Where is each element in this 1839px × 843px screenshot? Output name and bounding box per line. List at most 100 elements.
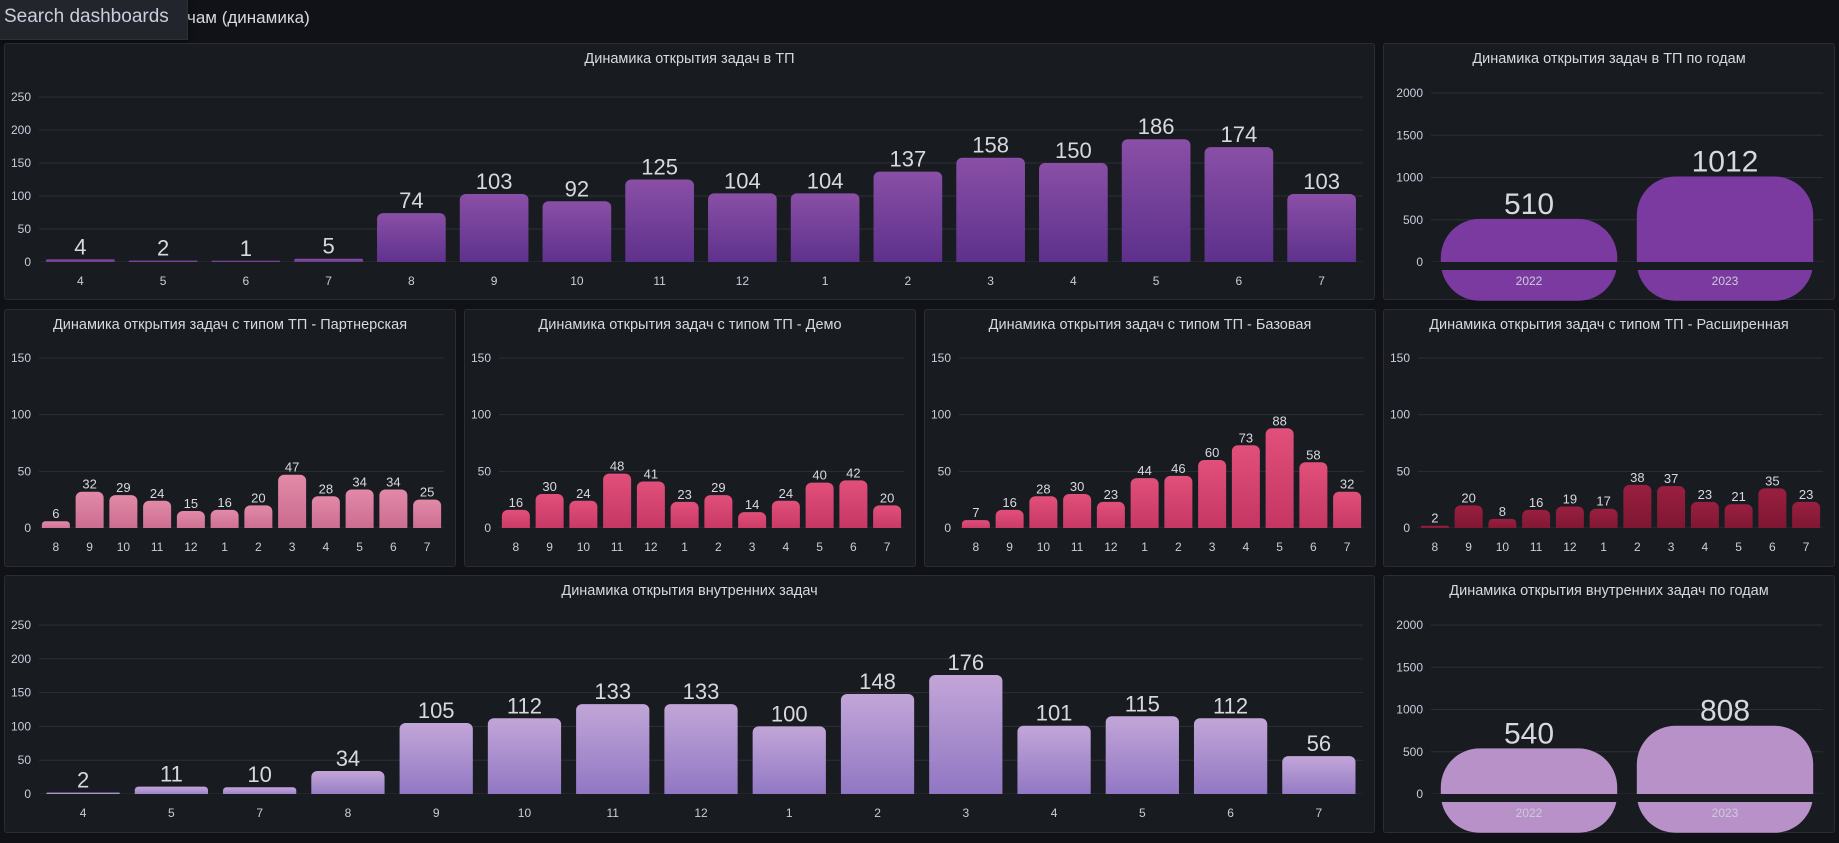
panel-tp-extended[interactable]: Динамика открытия задач с типом ТП - Рас…: [1383, 309, 1835, 567]
bar[interactable]: [311, 771, 385, 800]
bar[interactable]: [1657, 486, 1686, 534]
bar[interactable]: [459, 194, 529, 268]
bar[interactable]: [278, 474, 307, 534]
bar[interactable]: [1282, 756, 1356, 800]
x-tick-label: 10: [570, 274, 584, 288]
y-tick-label: 50: [1397, 464, 1411, 478]
panel-tp-basic[interactable]: Динамика открытия задач с типом ТП - Баз…: [924, 309, 1376, 567]
bar[interactable]: [1017, 725, 1091, 800]
data-label: 540: [1504, 717, 1554, 750]
x-tick-label: 6: [243, 274, 250, 288]
data-label: 30: [542, 479, 556, 494]
bar[interactable]: [1287, 194, 1356, 268]
bar[interactable]: [1265, 428, 1294, 534]
bar[interactable]: [1204, 147, 1274, 268]
bar[interactable]: [75, 491, 104, 534]
y-tick-label: 1500: [1396, 660, 1423, 674]
bar[interactable]: [636, 481, 665, 534]
panel-internal-by-year[interactable]: Динамика открытия внутренних задач по го…: [1383, 575, 1835, 833]
bar[interactable]: [670, 501, 699, 534]
bar[interactable]: [1724, 504, 1753, 534]
bar[interactable]: [1792, 501, 1821, 534]
bar[interactable]: [603, 473, 632, 534]
bar[interactable]: [1522, 509, 1551, 534]
bar[interactable]: [109, 495, 138, 534]
y-tick-label: 0: [1416, 255, 1423, 269]
y-tick-label: 100: [11, 189, 31, 203]
bar[interactable]: [1130, 478, 1159, 534]
bar[interactable]: [840, 693, 915, 800]
bar[interactable]: [873, 505, 902, 534]
data-label: 11: [160, 762, 183, 787]
x-tick-label: 10: [1496, 540, 1510, 554]
bar[interactable]: [1039, 163, 1108, 268]
bar[interactable]: [1333, 491, 1362, 534]
bar[interactable]: [379, 489, 408, 534]
bar[interactable]: [345, 489, 374, 534]
bar[interactable]: [790, 193, 860, 268]
bar[interactable]: [1690, 501, 1719, 534]
panel-tp-dynamics[interactable]: Динамика открытия задач в ТП 0 50 100 150 20…: [4, 43, 1375, 300]
bar[interactable]: [1454, 505, 1483, 534]
bar[interactable]: [535, 494, 564, 534]
y-tick-label: 0: [484, 521, 491, 535]
x-tick-label: 3: [1209, 540, 1216, 554]
bar[interactable]: [576, 704, 650, 800]
bar[interactable]: [1164, 475, 1193, 534]
data-label: 103: [476, 169, 513, 194]
bar[interactable]: [210, 509, 239, 534]
bar[interactable]: [1758, 488, 1787, 534]
bar[interactable]: [664, 704, 738, 800]
bar[interactable]: [413, 499, 442, 534]
data-label: 176: [947, 650, 984, 675]
panel-tp-by-year[interactable]: Динамика открытия задач в ТП по годам 0 5…: [1383, 43, 1835, 301]
bar[interactable]: [704, 495, 733, 534]
search-dashboards-button[interactable]: Search dashboards: [0, 0, 188, 40]
x-tick-label: 5: [816, 540, 823, 554]
bar[interactable]: [1589, 508, 1618, 534]
bar[interactable]: [929, 675, 1003, 800]
bar[interactable]: [143, 500, 172, 534]
panel-tp-partner[interactable]: Динамика открытия задач с типом ТП - Пар…: [4, 309, 456, 567]
bar[interactable]: [752, 726, 826, 800]
bar[interactable]: [1096, 501, 1125, 534]
bar[interactable]: [1555, 506, 1584, 534]
bar[interactable]: [805, 482, 834, 534]
x-tick-label: 2022: [1516, 274, 1543, 288]
bar[interactable]: [1440, 218, 1618, 301]
bar[interactable]: [377, 213, 446, 268]
bar[interactable]: [1063, 494, 1092, 534]
panel-tp-demo[interactable]: Динамика открытия задач с типом ТП - Дем…: [464, 309, 916, 567]
bar[interactable]: [1636, 725, 1814, 833]
bar[interactable]: [1231, 445, 1260, 534]
bar[interactable]: [1029, 496, 1058, 534]
bar[interactable]: [1105, 716, 1179, 800]
bar[interactable]: [1121, 139, 1191, 268]
x-tick-label: 8: [973, 540, 980, 554]
bar[interactable]: [839, 480, 868, 534]
x-tick-label: 1: [1600, 540, 1607, 554]
bar[interactable]: [995, 509, 1024, 534]
bar[interactable]: [1198, 460, 1227, 534]
panel-internal-dynamics[interactable]: Динамика открытия внутренних задач 0 50 10…: [4, 575, 1375, 833]
panel-title: Динамика открытия внутренних задач по го…: [1449, 583, 1769, 599]
bar[interactable]: [311, 496, 340, 534]
bar[interactable]: [244, 505, 273, 534]
bar[interactable]: [501, 509, 530, 534]
bar[interactable]: [487, 718, 562, 800]
bar[interactable]: [625, 179, 694, 269]
bar[interactable]: [1623, 484, 1652, 534]
bar[interactable]: [1440, 748, 1618, 833]
bar[interactable]: [708, 193, 777, 268]
x-tick-label: 11: [151, 540, 164, 554]
bar[interactable]: [956, 157, 1025, 268]
bar[interactable]: [1299, 462, 1328, 534]
bar[interactable]: [771, 500, 800, 534]
bar[interactable]: [399, 723, 473, 800]
data-label: 150: [1055, 138, 1092, 163]
top-bar: чам (динамика) Search dashboards: [0, 0, 1839, 40]
bar[interactable]: [873, 171, 943, 268]
bar[interactable]: [569, 500, 598, 534]
bar[interactable]: [1193, 718, 1268, 800]
bar[interactable]: [542, 201, 612, 268]
